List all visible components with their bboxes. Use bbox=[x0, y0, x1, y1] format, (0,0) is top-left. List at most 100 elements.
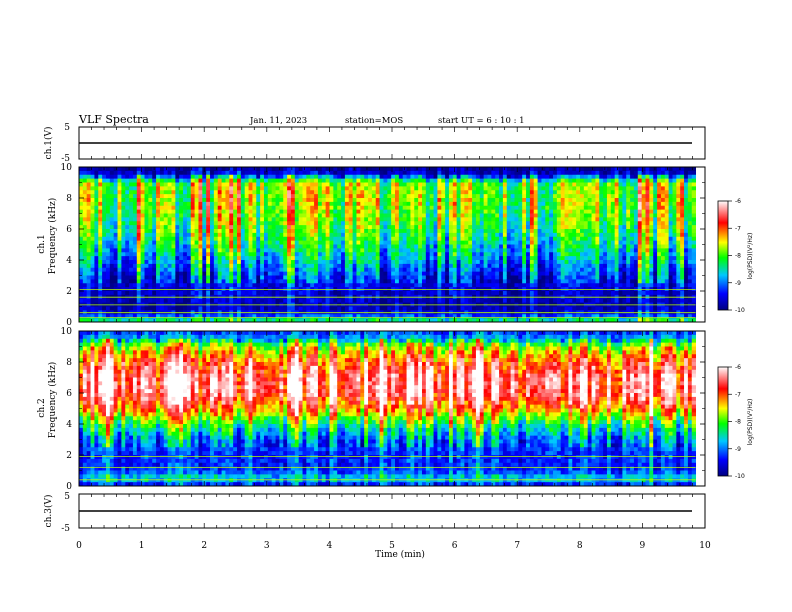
spectrogram-cell bbox=[125, 252, 130, 257]
spectrogram-cell bbox=[452, 178, 458, 183]
spectrogram-cell bbox=[456, 232, 461, 238]
spectrogram-cell bbox=[479, 217, 485, 222]
spectrogram-cell bbox=[391, 256, 396, 261]
spectrogram-cell bbox=[86, 248, 91, 253]
spectrogram-cell bbox=[545, 182, 550, 187]
spectrogram-cell bbox=[356, 240, 361, 245]
spectrogram-cell bbox=[194, 271, 199, 276]
spectrogram-cell bbox=[167, 194, 172, 199]
spectrogram-cell bbox=[441, 267, 446, 273]
spectrogram-cell bbox=[225, 318, 230, 323]
spectrogram-cell bbox=[479, 167, 485, 172]
spectrogram-cell bbox=[341, 267, 346, 273]
spectrogram-cell bbox=[391, 248, 396, 253]
spectrogram-cell bbox=[136, 267, 142, 273]
spectrogram-cell bbox=[437, 240, 442, 245]
spectrogram-cell bbox=[240, 271, 246, 276]
spectrogram-cell bbox=[348, 178, 354, 183]
spectrogram-cell bbox=[499, 217, 504, 222]
spectrogram-cell bbox=[117, 318, 122, 323]
spectrogram-cell bbox=[229, 221, 234, 226]
spectrogram-cell bbox=[387, 252, 392, 257]
spectrogram-cell bbox=[321, 271, 327, 276]
spectrogram-cell bbox=[129, 291, 134, 296]
spectrogram-cell bbox=[483, 244, 488, 249]
spectrogram-cell bbox=[414, 213, 419, 218]
spectrogram-cell bbox=[90, 314, 95, 319]
spectrogram-cell bbox=[317, 240, 323, 245]
spectrogram-cell bbox=[121, 256, 126, 261]
spectrogram-cell bbox=[314, 217, 319, 222]
spectrogram-cell bbox=[129, 209, 134, 214]
spectrogram-cell bbox=[213, 240, 219, 245]
spectrogram-cell bbox=[391, 190, 396, 195]
spectrogram-cell bbox=[341, 236, 346, 242]
spectrogram-cell bbox=[418, 225, 423, 230]
spectrogram-cell bbox=[333, 248, 338, 253]
spectrogram-cell bbox=[302, 174, 307, 180]
spectrogram-cell bbox=[329, 190, 334, 195]
spectrogram-cell bbox=[94, 236, 99, 242]
spectrogram-cell bbox=[125, 174, 130, 180]
spectrogram-cell bbox=[198, 213, 203, 218]
spectrogram-cell bbox=[144, 174, 149, 180]
spectrogram-cell bbox=[117, 291, 122, 296]
spectrogram-cell bbox=[545, 229, 550, 234]
spectrogram-cell bbox=[206, 260, 211, 265]
spectrogram-cell bbox=[244, 178, 249, 183]
spectrogram-cell bbox=[383, 283, 388, 288]
spectrogram-cell bbox=[460, 217, 465, 222]
spectrogram-cell bbox=[425, 260, 431, 265]
spectrogram-cell bbox=[329, 186, 334, 191]
spectrogram-cell bbox=[337, 205, 342, 211]
spectrogram-cell bbox=[105, 314, 111, 319]
spectrogram-cell bbox=[545, 318, 550, 323]
spectrogram-cell bbox=[144, 314, 149, 319]
spectrogram-cell bbox=[337, 263, 342, 269]
spectrogram-cell bbox=[356, 182, 361, 187]
spectrogram-cell bbox=[479, 306, 485, 311]
spectrogram-cell bbox=[82, 314, 88, 319]
spectrogram-cell bbox=[263, 306, 269, 311]
spectrogram-cell bbox=[495, 318, 500, 323]
spectrogram-cell bbox=[263, 244, 269, 249]
spectrogram-cell bbox=[479, 178, 485, 183]
spectrogram-cell bbox=[391, 267, 396, 273]
spectrogram-cell bbox=[464, 170, 469, 176]
spectrogram-cell bbox=[437, 252, 442, 257]
spectrogram-cell bbox=[487, 236, 492, 242]
spectrogram-cell bbox=[487, 267, 492, 273]
spectrogram-cell bbox=[82, 178, 88, 183]
spectrogram-cell bbox=[472, 306, 477, 311]
spectrogram-cell bbox=[445, 260, 450, 265]
spectrogram-cell bbox=[202, 186, 207, 191]
spectrogram-cell bbox=[375, 318, 380, 323]
spectrogram-cell bbox=[221, 271, 226, 276]
spectrogram-cell bbox=[275, 240, 280, 245]
spectrogram-cell bbox=[113, 186, 118, 191]
spectrogram-cell bbox=[364, 298, 369, 304]
spectrogram-cell bbox=[129, 198, 134, 203]
spectrogram-cell bbox=[148, 182, 153, 187]
spectrogram-cell bbox=[433, 198, 438, 203]
spectrogram-cell bbox=[290, 240, 296, 245]
spectrogram-cell bbox=[371, 298, 377, 304]
spectrogram-cell bbox=[421, 194, 427, 199]
spectrogram-cell bbox=[90, 225, 95, 230]
spectrogram-cell bbox=[132, 201, 138, 207]
spectrogram-cell bbox=[321, 240, 327, 245]
spectrogram-cell bbox=[491, 271, 496, 276]
spectrogram-cell bbox=[371, 240, 377, 245]
spectrogram-cell bbox=[395, 244, 400, 249]
spectrogram-cell bbox=[333, 229, 338, 234]
spectrogram-cell bbox=[248, 190, 253, 195]
spectrogram-cell bbox=[402, 306, 407, 311]
spectrogram-cell bbox=[499, 267, 504, 273]
spectrogram-cell bbox=[287, 279, 292, 284]
spectrogram-cell bbox=[421, 236, 427, 242]
spectrogram-cell bbox=[314, 298, 319, 304]
spectrogram-cell bbox=[225, 186, 230, 191]
spectrogram-cell bbox=[217, 217, 222, 222]
spectrogram-cell bbox=[117, 271, 122, 276]
spectrogram-cell bbox=[506, 225, 512, 230]
